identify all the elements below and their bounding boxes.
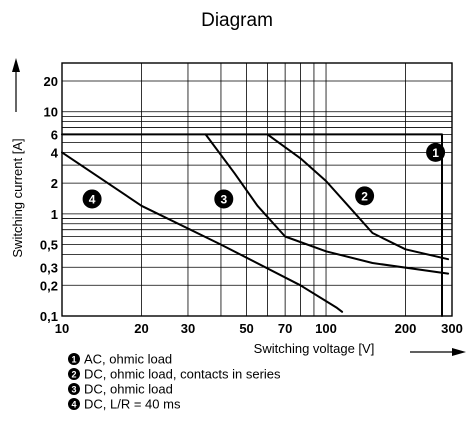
y-tick-label: 0,2	[40, 278, 58, 293]
legend-item-1: 1 AC, ohmic load	[68, 352, 172, 367]
curves	[61, 133, 450, 317]
legend-text: AC, ohmic load	[84, 352, 172, 367]
badge-3: 3	[214, 189, 234, 209]
x-tick-label: 10	[55, 321, 69, 336]
y-tick-label: 10	[44, 105, 58, 120]
y-axis-label: Switching current [A]	[10, 138, 25, 257]
y-tick-label: 2	[51, 176, 58, 191]
x-tick-label: 100	[315, 321, 337, 336]
series-line-3	[204, 133, 450, 275]
legend-item-4: 4 DC, L/R = 40 ms	[68, 397, 181, 412]
series-line-1	[61, 133, 443, 317]
x-tick-label: 20	[134, 321, 148, 336]
series-line-4	[61, 151, 344, 313]
x-axis-ticks: 10 20 30 50 70 100 200 300	[55, 321, 463, 336]
legend-badge	[68, 383, 80, 395]
x-tick-label: 70	[278, 321, 292, 336]
y-tick-label: 6	[51, 127, 58, 142]
y-tick-label: 20	[44, 74, 58, 89]
series-badges: 1 2 3 4	[82, 142, 446, 209]
x-tick-label: 300	[441, 321, 463, 336]
badge-circle	[355, 186, 375, 206]
y-tick-label: 0,5	[40, 238, 58, 253]
legend-text: DC, ohmic load, contacts in series	[84, 367, 281, 382]
x-axis-arrow	[410, 348, 466, 356]
x-tick-label: 200	[395, 321, 417, 336]
legend: 1 AC, ohmic load 2 DC, ohmic load, contacts…	[68, 352, 281, 412]
x-tick-label: 30	[181, 321, 195, 336]
y-axis-arrow	[12, 58, 20, 112]
series-line-2	[266, 133, 450, 261]
badge-4: 4	[82, 189, 102, 209]
badge-circle	[82, 189, 102, 209]
badge-number: 2	[361, 189, 368, 203]
chart-title: Diagram	[201, 10, 273, 31]
badge-number: 4	[89, 192, 96, 206]
legend-item-2: 2 DC, ohmic load, contacts in series	[68, 367, 281, 382]
legend-badge	[68, 398, 80, 410]
legend-badge-number: 2	[71, 370, 76, 380]
badge-number: 3	[220, 192, 227, 206]
badge-2: 2	[355, 186, 375, 206]
badge-number: 1	[432, 146, 439, 160]
x-tick-label: 50	[239, 321, 253, 336]
legend-badge-number: 4	[71, 400, 76, 410]
y-tick-label: 1	[51, 207, 58, 222]
legend-badge	[68, 353, 80, 365]
legend-badge	[68, 368, 80, 380]
plot-frame	[61, 62, 453, 317]
grid	[62, 63, 452, 316]
y-tick-label: 4	[51, 145, 59, 160]
legend-item-3: 3 DC, ohmic load	[68, 382, 173, 397]
x-axis-label: Switching voltage [V]	[254, 341, 375, 356]
legend-text: DC, ohmic load	[84, 382, 173, 397]
legend-text: DC, L/R = 40 ms	[84, 397, 181, 412]
badge-circle	[214, 189, 234, 209]
badge-1: 1	[426, 142, 446, 162]
badge-circle	[426, 142, 446, 162]
legend-badge-number: 3	[71, 385, 76, 395]
y-tick-label: 0,3	[40, 260, 58, 275]
y-axis-ticks: 0,1 0,2 0,3 0,5 1 2 4 6 10 20	[40, 74, 59, 324]
y-tick-label: 0,1	[40, 309, 58, 324]
legend-badge-number: 1	[71, 355, 76, 365]
